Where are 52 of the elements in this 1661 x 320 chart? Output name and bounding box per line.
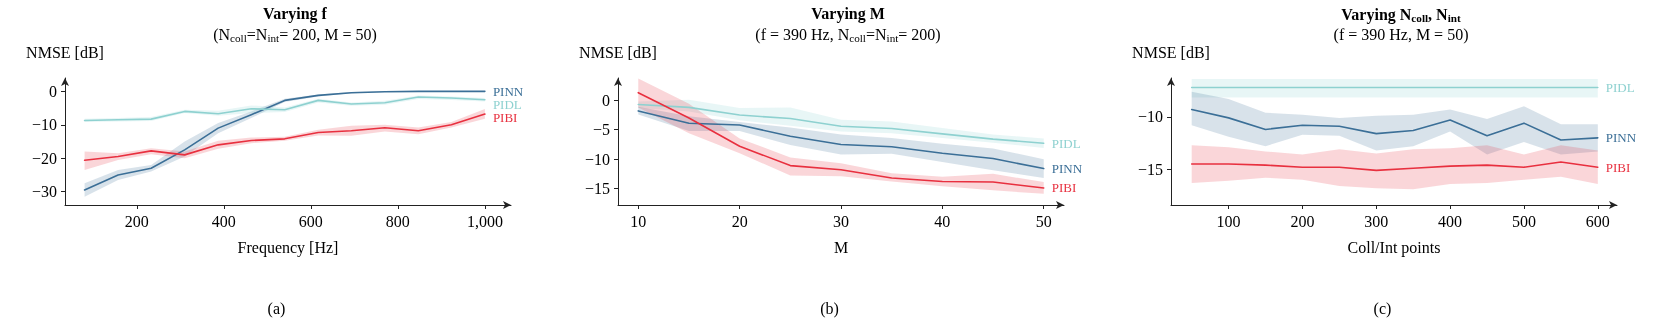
x-tick-label: 50 (1035, 212, 1052, 230)
x-axis-title: Coll/Int points (1347, 238, 1441, 257)
series-label: PIDL (1051, 135, 1081, 151)
y-tick-label: −15 (1137, 160, 1163, 178)
y-tick-label: −10 (1137, 108, 1163, 126)
chart-title: Varying f (263, 4, 328, 23)
line-series (1190, 161, 1599, 172)
x-tick-label: 500 (1511, 212, 1536, 230)
y-tick-label: −10 (31, 116, 57, 134)
line-series (637, 91, 1045, 189)
x-tick-label: 20 (731, 212, 748, 230)
y-axis-title: NMSE [dB] (26, 43, 104, 61)
x-tick-label: 300 (1364, 212, 1389, 230)
series-label: PINN (492, 83, 524, 99)
x-tick-label: 40 (934, 212, 951, 230)
series-label: PINN (1051, 161, 1083, 177)
line-series (637, 110, 1045, 170)
x-tick-label: 100 (1216, 212, 1241, 230)
x-axis-title: Frequency [Hz] (237, 238, 339, 257)
x-tick-label: 200 (124, 212, 149, 230)
series-label: PINN (1605, 130, 1637, 146)
x-tick-label: 600 (1585, 212, 1610, 230)
y-tick-label: 0 (602, 91, 610, 109)
series-label: PIBI (492, 109, 518, 125)
series-label: PIDL (1605, 79, 1635, 95)
x-tick-label: 800 (385, 212, 410, 230)
x-tick-label: 400 (1438, 212, 1463, 230)
chart-title: Varying M (811, 4, 885, 23)
series-label: PIDL (492, 96, 522, 112)
text: (b) (820, 299, 839, 318)
y-tick-label: 0 (49, 82, 57, 100)
y-tick-label: −10 (584, 150, 610, 168)
text: (c) (1373, 299, 1392, 318)
y-axis-title: NMSE [dB] (579, 43, 657, 61)
x-tick-label: 30 (833, 212, 849, 230)
series-label: PIBI (1051, 180, 1077, 196)
x-tick-label: 200 (1290, 212, 1315, 230)
y-axis-title: NMSE [dB] (1132, 43, 1210, 61)
x-tick-label: 1,000 (466, 212, 503, 230)
y-tick-label: −5 (592, 121, 610, 139)
y-tick-label: −20 (31, 149, 57, 167)
x-tick-label: 600 (298, 212, 323, 230)
y-tick-label: −15 (584, 180, 610, 198)
line-series (1190, 108, 1599, 141)
text: (a) (267, 299, 286, 318)
chart-subtitle: (f = 390 Hz, M = 50) (1333, 25, 1469, 44)
line-series (83, 113, 486, 162)
series-label: PIBI (1605, 159, 1631, 175)
x-tick-label: 400 (211, 212, 236, 230)
x-axis-title: M (833, 238, 849, 256)
x-tick-label: 10 (630, 212, 647, 230)
y-tick-label: −30 (31, 183, 57, 201)
